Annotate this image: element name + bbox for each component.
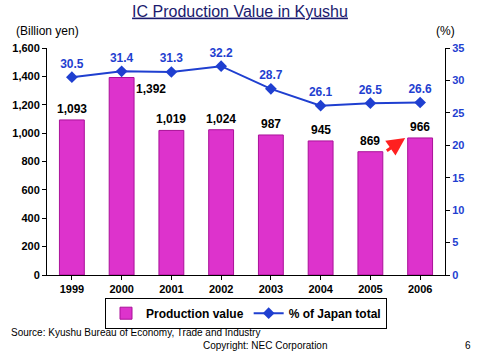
svg-text:2001: 2001 [159, 283, 183, 295]
svg-text:1,392: 1,392 [136, 82, 166, 96]
svg-text:2002: 2002 [209, 283, 233, 295]
svg-text:1,400: 1,400 [12, 70, 40, 82]
svg-text:2006: 2006 [408, 283, 432, 295]
svg-text:Source: Kyushu Bureau of Econo: Source: Kyushu Bureau of Economy, Trade … [11, 327, 260, 338]
svg-text:1,200: 1,200 [12, 99, 40, 111]
svg-text:(%): (%) [436, 24, 455, 38]
svg-text:0: 0 [34, 269, 40, 281]
svg-text:1999: 1999 [60, 283, 84, 295]
svg-text:32.2: 32.2 [209, 46, 233, 60]
svg-text:200: 200 [21, 240, 39, 252]
svg-text:26.1: 26.1 [309, 85, 333, 99]
svg-text:0: 0 [452, 269, 458, 281]
svg-text:20: 20 [452, 139, 464, 151]
svg-text:31.4: 31.4 [110, 51, 134, 65]
svg-text:(Billion yen): (Billion yen) [16, 24, 79, 38]
svg-text:2000: 2000 [109, 283, 133, 295]
svg-text:800: 800 [21, 155, 39, 167]
svg-text:400: 400 [21, 212, 39, 224]
svg-text:945: 945 [311, 123, 331, 137]
svg-text:2004: 2004 [308, 283, 333, 295]
svg-text:35: 35 [452, 42, 464, 54]
svg-text:Copyright: NEC Corporation: Copyright: NEC Corporation [203, 340, 328, 351]
svg-text:26.6: 26.6 [408, 82, 432, 96]
svg-text:IC Production Value in Kyushu: IC Production Value in Kyushu [132, 3, 348, 20]
svg-text:% of Japan total: % of Japan total [289, 307, 381, 321]
svg-text:26.5: 26.5 [359, 83, 383, 97]
svg-text:28.7: 28.7 [259, 68, 283, 82]
svg-text:30.5: 30.5 [60, 57, 84, 71]
svg-text:2005: 2005 [358, 283, 382, 295]
svg-text:15: 15 [452, 172, 464, 184]
svg-text:600: 600 [21, 184, 39, 196]
svg-text:30: 30 [452, 74, 464, 86]
svg-text:10: 10 [452, 204, 464, 216]
svg-text:987: 987 [261, 117, 281, 131]
svg-text:966: 966 [410, 120, 430, 134]
svg-text:1,600: 1,600 [12, 42, 40, 54]
svg-text:6: 6 [465, 340, 471, 351]
svg-text:2003: 2003 [259, 283, 283, 295]
svg-text:5: 5 [452, 236, 458, 248]
svg-text:1,000: 1,000 [12, 127, 40, 139]
svg-text:Production value: Production value [146, 307, 244, 321]
svg-text:1,093: 1,093 [57, 102, 87, 116]
svg-text:1,019: 1,019 [156, 112, 186, 126]
svg-text:25: 25 [452, 107, 464, 119]
svg-text:869: 869 [360, 134, 380, 148]
svg-text:1,024: 1,024 [206, 112, 236, 126]
svg-text:31.3: 31.3 [160, 51, 184, 65]
